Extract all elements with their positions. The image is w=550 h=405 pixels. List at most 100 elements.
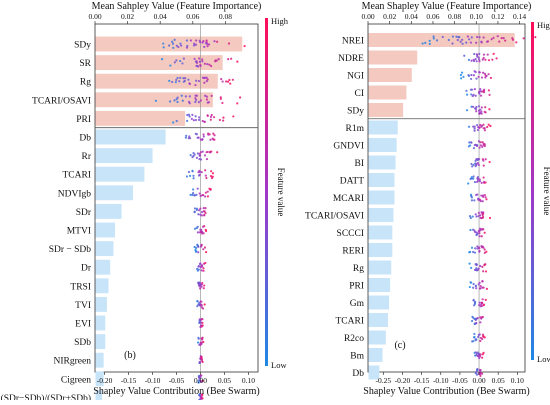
swarm-dot: [199, 321, 202, 324]
swarm-dot: [203, 120, 206, 123]
swarm-dot: [484, 298, 487, 301]
swarm-dot: [477, 56, 480, 59]
swarm-dot: [182, 57, 185, 60]
swarm-dot: [469, 144, 472, 147]
swarm-dot: [472, 250, 475, 254]
swarm-dot: [480, 211, 483, 214]
swarm-dot: [184, 77, 187, 80]
swarm-dot: [198, 209, 201, 212]
swarm-dot: [469, 141, 473, 144]
importance-bar: [368, 120, 398, 135]
colorbar-title: Feature value: [542, 167, 550, 216]
swarm-dot: [475, 267, 478, 270]
swarm-dot: [466, 93, 469, 96]
swarm-dot: [482, 127, 485, 130]
swarm-dot: [210, 94, 213, 97]
swarm-dot: [475, 370, 478, 373]
swarm-dot: [473, 251, 477, 254]
swarm-dot: [201, 393, 204, 396]
swarm-dot: [203, 195, 207, 198]
swarm-dot: [478, 180, 481, 183]
swarm-dot: [212, 116, 216, 119]
feature-label: SCCCI: [337, 229, 364, 239]
swarm-dot: [188, 115, 191, 118]
swarm-dot: [201, 281, 204, 285]
importance-bar: [95, 296, 107, 312]
swarm-dot: [197, 79, 201, 83]
swarm-dot: [186, 119, 189, 123]
swarm-dot: [218, 118, 221, 122]
top-tick-label: 0.00: [88, 12, 101, 21]
swarm-dot: [201, 76, 205, 79]
swarm-dot: [199, 207, 202, 210]
swarm-dot: [221, 80, 224, 83]
swarm-dot: [483, 129, 487, 132]
swarm-dot: [428, 42, 431, 45]
swarm-dot: [185, 39, 189, 42]
swarm-dot: [477, 140, 481, 143]
feature-label: Bm: [350, 352, 364, 362]
swarm-dot: [214, 59, 217, 62]
swarm-dot: [197, 174, 201, 177]
swarm-dot: [481, 265, 484, 268]
bottom-tick-label: 0.10: [242, 376, 255, 385]
swarm-dot: [243, 44, 246, 48]
swarm-dot: [469, 281, 472, 284]
swarm-dot: [476, 354, 479, 358]
swarm-dot: [171, 42, 175, 45]
panel-label: (c): [394, 340, 405, 351]
importance-bar: [95, 259, 111, 275]
importance-bar: [95, 203, 122, 219]
feature-label: TCARI/OSAVI: [305, 212, 364, 222]
swarm-dot: [187, 113, 191, 116]
swarm-dot: [474, 213, 477, 216]
swarm-dot: [484, 76, 487, 79]
swarm-dot: [194, 246, 198, 250]
swarm-dot: [204, 207, 207, 210]
swarm-dot: [482, 53, 486, 56]
swarm-dot: [191, 169, 194, 172]
swarm-dot: [171, 40, 174, 43]
importance-bar: [368, 190, 395, 205]
swarm-dot: [471, 105, 475, 108]
swarm-dot: [483, 193, 486, 197]
swarm-dot: [472, 125, 475, 128]
swarm-dot: [496, 35, 499, 38]
swarm-dot: [193, 57, 196, 61]
swarm-dot: [474, 57, 477, 61]
swarm-dot: [469, 88, 473, 91]
swarm-dot: [193, 207, 197, 210]
feature-label: PRI: [76, 115, 91, 125]
swarm-dot: [202, 193, 205, 197]
swarm-dot: [199, 151, 203, 154]
swarm-dot: [190, 117, 193, 120]
bottom-tick-label: -0.05: [169, 376, 185, 385]
swarm-dot: [470, 59, 473, 62]
swarm-dot: [187, 170, 191, 174]
feature-label: Gm: [350, 299, 365, 309]
swarm-dot: [470, 162, 473, 166]
swarm-dot: [197, 379, 200, 382]
swarm-dot: [478, 227, 482, 230]
swarm-dot: [180, 94, 183, 97]
swarm-dot: [476, 53, 479, 57]
swarm-dot: [203, 154, 207, 157]
swarm-dot: [207, 132, 210, 135]
swarm-dot: [219, 97, 222, 100]
swarm-dot: [201, 60, 204, 63]
swarm-dot: [486, 40, 489, 43]
swarm-dot: [199, 41, 202, 44]
swarm-dot: [470, 196, 474, 199]
colorbar-title: Feature value: [276, 168, 286, 217]
swarm-dot: [199, 397, 202, 400]
swarm-dot: [186, 113, 189, 117]
swarm-dot: [461, 38, 464, 41]
swarm-dot: [472, 286, 475, 289]
swarm-dot: [205, 39, 208, 42]
swarm-dot: [478, 146, 481, 149]
swarm-dot: [477, 267, 480, 270]
swarm-dot: [198, 192, 201, 195]
swarm-dot: [462, 75, 465, 78]
swarm-dot: [200, 269, 203, 272]
swarm-dot: [482, 351, 485, 354]
